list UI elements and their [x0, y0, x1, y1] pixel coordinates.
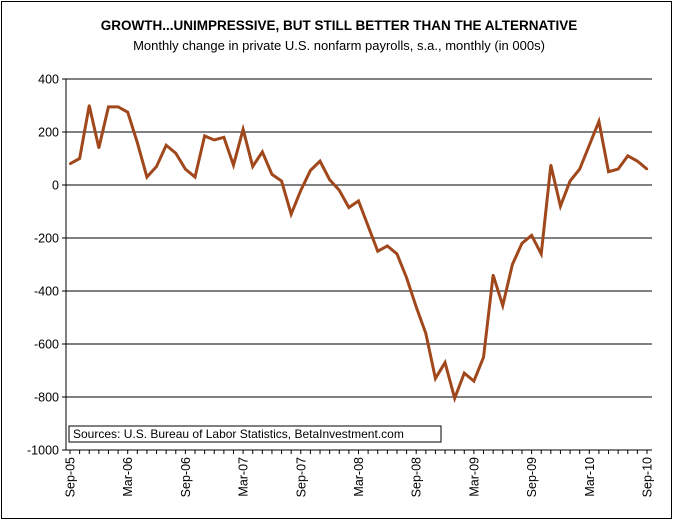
- data-point: [299, 189, 302, 192]
- y-axis: 400 200 0 -200 -400 -600 -800 -1000: [27, 73, 67, 458]
- data-point: [549, 163, 553, 167]
- data-point: [607, 170, 610, 173]
- data-point: [184, 167, 187, 171]
- data-point: [203, 134, 206, 138]
- data-point: [88, 104, 91, 107]
- data-point: [443, 361, 447, 364]
- y-tick-label: 0: [52, 179, 59, 193]
- y-tick-label: -400: [34, 285, 59, 299]
- x-tick-label: Mar-09: [467, 457, 481, 497]
- gridlines: [66, 78, 652, 398]
- x-tick-label: Mar-08: [352, 457, 366, 497]
- x-tick-label: Sep-10: [641, 457, 655, 497]
- data-point: [193, 175, 197, 179]
- data-point: [78, 157, 81, 160]
- chart-title: GROWTH...UNIMPRESSIVE, BUT STILL BETTER …: [101, 18, 578, 33]
- data-point: [511, 263, 514, 266]
- data-point: [347, 206, 351, 209]
- source-note: Sources: U.S. Bureau of Labor Statistics…: [73, 427, 404, 441]
- x-tick-label: Sep-05: [64, 457, 78, 497]
- data-point: [164, 144, 168, 147]
- data-point: [540, 252, 543, 256]
- data-point: [309, 169, 312, 172]
- data-point: [241, 128, 245, 131]
- data-point: [280, 179, 283, 183]
- data-point: [424, 332, 428, 335]
- y-tick-label: -1000: [27, 444, 59, 458]
- data-point: [616, 167, 620, 171]
- data-point: [232, 163, 235, 167]
- data-point: [68, 162, 72, 165]
- data-point: [174, 152, 177, 155]
- data-point: [578, 167, 581, 171]
- data-point: [386, 244, 389, 248]
- data-point: [270, 173, 274, 176]
- data-point: [463, 371, 466, 375]
- data-point: [289, 212, 293, 216]
- data-point: [107, 105, 110, 109]
- data-point: [501, 304, 504, 307]
- y-tick-label: -800: [34, 391, 59, 405]
- data-point: [520, 242, 524, 245]
- data-point: [251, 165, 254, 168]
- data-point: [328, 178, 331, 181]
- data-point: [213, 138, 216, 142]
- y-tick-label: 200: [38, 126, 59, 140]
- data-point: [530, 234, 533, 237]
- data-point: [405, 276, 408, 279]
- data-point: [357, 199, 360, 203]
- x-tick-label: Sep-07: [294, 457, 308, 497]
- data-point: [559, 205, 562, 208]
- y-tick-label: 400: [38, 73, 59, 87]
- data-point: [145, 175, 149, 179]
- x-tick-label: Mar-06: [121, 457, 135, 497]
- data-point: [261, 150, 264, 154]
- data-point: [645, 167, 649, 171]
- data-point: [597, 120, 601, 123]
- x-tick-label: Sep-06: [179, 457, 193, 497]
- data-point: [338, 189, 341, 192]
- data-point: [626, 154, 629, 158]
- data-point: [636, 159, 639, 163]
- data-point: [588, 144, 591, 147]
- x-axis: Sep-05 Mar-06 Sep-06 Mar-07 Sep-07 Mar-08 Sep-…: [64, 449, 655, 497]
- y-tick-label: -600: [34, 338, 59, 352]
- data-point: [155, 165, 158, 168]
- source-box: Sources: U.S. Bureau of Labor Statistics…: [68, 425, 442, 443]
- data-point: [453, 397, 456, 400]
- data-point: [434, 377, 437, 380]
- data-point: [222, 136, 226, 139]
- data-point: [395, 252, 399, 256]
- chart-subtitle: Monthly change in private U.S. nonfarm p…: [133, 38, 545, 53]
- data-point: [482, 356, 485, 359]
- data-point: [126, 110, 129, 114]
- y-tick-label: -200: [34, 232, 59, 246]
- series-line: [69, 105, 648, 404]
- data-point: [116, 105, 120, 109]
- data-point: [136, 141, 139, 144]
- data-point: [366, 224, 370, 228]
- data-point: [568, 179, 572, 183]
- x-tick-label: Sep-08: [410, 457, 424, 497]
- x-tick-label: Mar-07: [237, 457, 251, 497]
- data-point: [415, 305, 418, 309]
- x-tick-label: Mar-10: [583, 457, 597, 497]
- data-point: [376, 250, 379, 253]
- x-tick-label: Sep-09: [525, 457, 539, 497]
- data-point: [318, 159, 322, 163]
- data-point: [97, 146, 101, 150]
- data-point: [472, 379, 476, 383]
- series-group: [68, 104, 649, 404]
- data-point: [491, 273, 495, 277]
